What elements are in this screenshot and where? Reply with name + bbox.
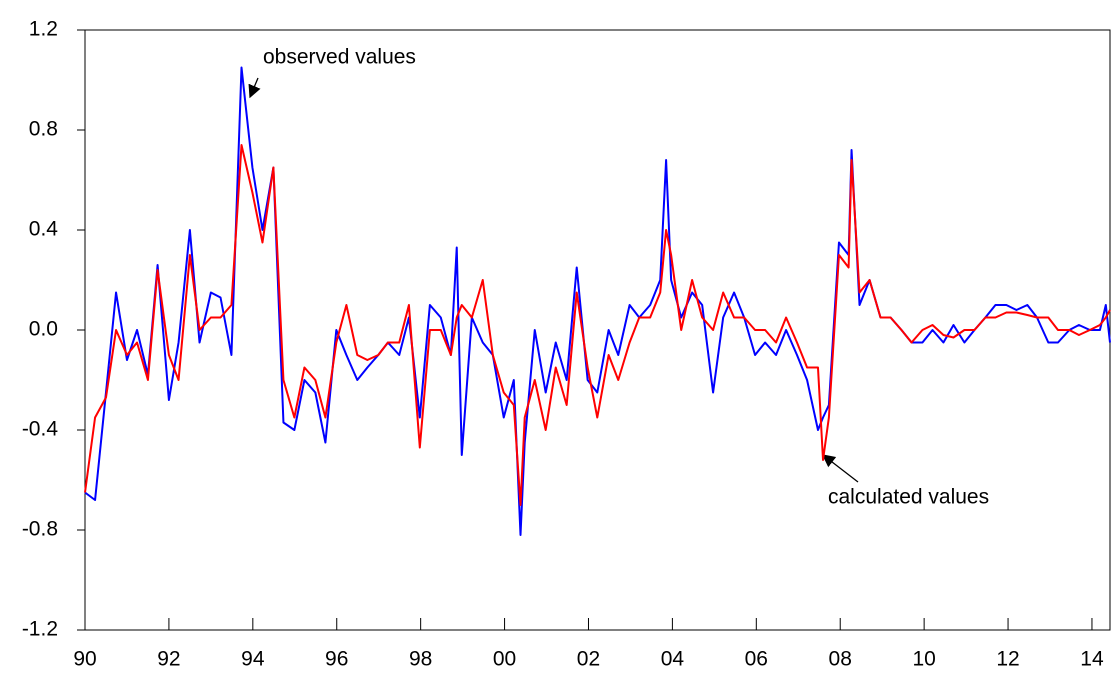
x-tick-label: 08 — [829, 648, 852, 671]
series-line — [84, 66, 1111, 536]
y-tick-label: 1.2 — [29, 18, 58, 41]
x-tick-label: 10 — [912, 648, 935, 671]
y-tick-label: -1.2 — [22, 618, 58, 641]
y-tick-label: -0.4 — [22, 418, 59, 441]
x-tick-label: 06 — [745, 648, 768, 671]
annotation: observed values — [263, 46, 416, 69]
y-tick-label: 0.0 — [29, 318, 58, 341]
annotation-arrow — [248, 77, 261, 99]
x-tick-label: 90 — [73, 648, 96, 671]
series-line — [84, 144, 1111, 506]
x-tick-label: 14 — [1080, 648, 1104, 671]
y-tick-label: -0.8 — [22, 518, 58, 541]
y-tick-label: 0.4 — [29, 218, 59, 241]
x-tick-label: 12 — [996, 648, 1019, 671]
x-tick-label: 04 — [661, 648, 685, 671]
x-tick-label: 96 — [325, 648, 348, 671]
x-tick-label: 98 — [409, 648, 432, 671]
annotation: calculated values — [828, 486, 989, 509]
x-tick-label: 94 — [241, 648, 265, 671]
x-tick-label: 92 — [157, 648, 180, 671]
x-tick-label: 00 — [493, 648, 516, 671]
annotation-arrow — [821, 454, 859, 483]
y-tick-label: 0.8 — [29, 118, 58, 141]
x-tick-label: 02 — [577, 648, 600, 671]
